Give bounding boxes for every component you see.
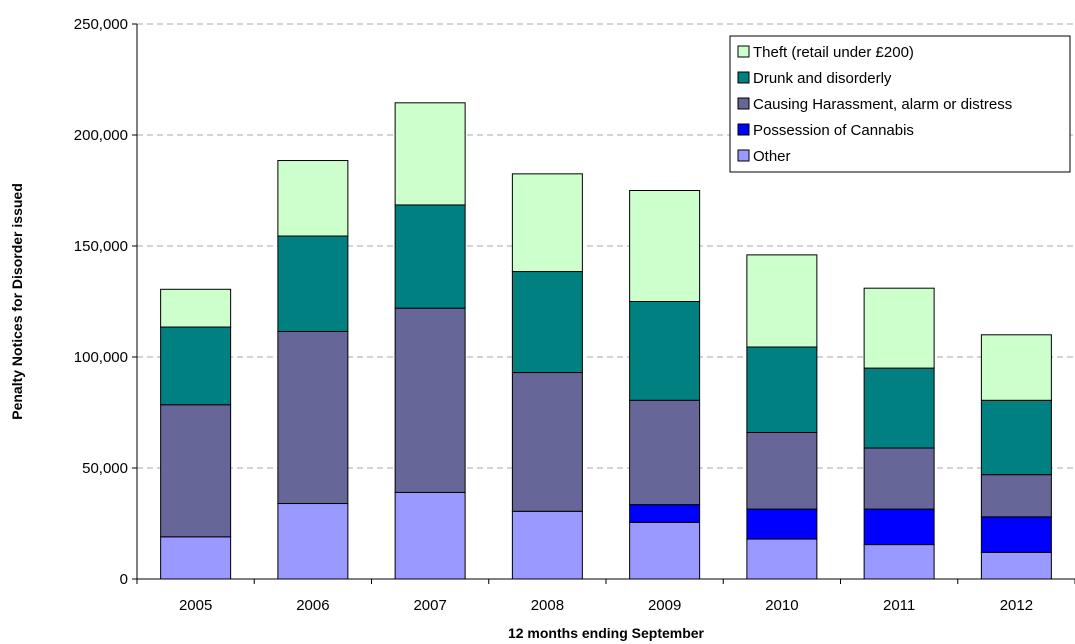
y-tick-label: 250,000 [74, 16, 128, 33]
bar-segment-theft-retail-under-200-2007 [394, 102, 466, 206]
bar-segment-theft-retail-under-200-2010 [746, 254, 818, 348]
bar-segment-causing-harassment-alarm-or-distress-2009 [629, 399, 701, 506]
bar-segment-theft-retail-under-200-2005 [160, 288, 232, 328]
legend: Theft (retail under £200) Drunk and disor… [729, 35, 1071, 173]
bar-segment-causing-harassment-alarm-or-distress-2010 [746, 431, 818, 510]
bar-segment-causing-harassment-alarm-or-distress-2006 [277, 330, 349, 505]
bars [160, 102, 1052, 580]
legend-label-drunk-and-disorderly: Drunk and disorderly [753, 70, 892, 87]
x-tick-label: 2005 [179, 597, 212, 614]
bar-segment-possession-of-cannabis-2010 [746, 508, 818, 540]
bar-segment-other-2005 [160, 536, 232, 580]
y-tick-label: 200,000 [74, 127, 128, 144]
bar-segment-theft-retail-under-200-2009 [629, 190, 701, 302]
bar-segment-drunk-and-disorderly-2012 [980, 399, 1052, 476]
bar-segment-other-2011 [863, 544, 935, 580]
legend-label-theft-retail-under-200: Theft (retail under £200) [753, 44, 914, 61]
legend-label-possession-of-cannabis: Possession of Cannabis [753, 122, 914, 139]
bar-segment-theft-retail-under-200-2012 [980, 334, 1052, 401]
bar-segment-causing-harassment-alarm-or-distress-2012 [980, 474, 1052, 518]
bar-segment-drunk-and-disorderly-2008 [511, 271, 583, 374]
bar-segment-causing-harassment-alarm-or-distress-2005 [160, 404, 232, 538]
bar-segment-drunk-and-disorderly-2010 [746, 346, 818, 433]
legend-box [729, 35, 1071, 173]
bar-segment-drunk-and-disorderly-2007 [394, 204, 466, 309]
bar-segment-causing-harassment-alarm-or-distress-2011 [863, 447, 935, 510]
bar-segment-possession-of-cannabis-2011 [863, 508, 935, 546]
bar-segment-theft-retail-under-200-2006 [277, 160, 349, 237]
bar-segment-other-2012 [980, 551, 1052, 580]
x-tick-label: 2011 [883, 597, 915, 614]
legend-swatch-other [737, 149, 750, 162]
x-tick-label: 2008 [531, 597, 564, 614]
legend-swatch-drunk-and-disorderly [737, 71, 750, 84]
y-tick-label: 150,000 [74, 238, 128, 255]
y-tick-label: 0 [120, 571, 128, 588]
bar-segment-possession-of-cannabis-2012 [980, 516, 1052, 553]
bar-segment-other-2008 [511, 510, 583, 580]
bar-segment-causing-harassment-alarm-or-distress-2007 [394, 307, 466, 493]
axes: 0 50,000 100,000 150,000 200,000 250,000 2005 2… [74, 16, 1075, 614]
x-axis-title: 12 months ending September [508, 625, 705, 641]
x-tick-label: 2009 [648, 597, 681, 614]
x-tick-label: 2012 [1000, 597, 1033, 614]
bar-segment-causing-harassment-alarm-or-distress-2008 [511, 372, 583, 512]
legend-swatch-theft-retail-under-200 [737, 45, 750, 58]
x-tick-label: 2006 [296, 597, 329, 614]
bar-segment-other-2010 [746, 538, 818, 580]
legend-label-other: Other [753, 148, 791, 165]
bar-segment-possession-of-cannabis-2009 [629, 504, 701, 523]
legend-label-causing-harassment-alarm-or-distress: Causing Harassment, alarm or distress [753, 96, 1012, 113]
y-axis-title: Penalty Notices for Disorder issued [9, 183, 25, 420]
bar-segment-theft-retail-under-200-2011 [863, 287, 935, 369]
bar-segment-drunk-and-disorderly-2009 [629, 301, 701, 401]
bar-segment-other-2006 [277, 503, 349, 580]
legend-swatch-possession-of-cannabis [737, 123, 750, 136]
y-tick-label: 100,000 [74, 349, 128, 366]
legend-swatch-causing-harassment-alarm-or-distress [737, 97, 750, 110]
bar-segment-other-2007 [394, 491, 466, 580]
bar-segment-theft-retail-under-200-2008 [511, 173, 583, 273]
bar-segment-drunk-and-disorderly-2005 [160, 326, 232, 406]
y-tick-label: 50,000 [82, 460, 128, 477]
bar-segment-drunk-and-disorderly-2011 [863, 367, 935, 449]
x-tick-label: 2010 [765, 597, 798, 614]
bar-segment-drunk-and-disorderly-2006 [277, 235, 349, 332]
x-tick-label: 2007 [413, 597, 446, 614]
bar-segment-other-2009 [629, 521, 701, 580]
